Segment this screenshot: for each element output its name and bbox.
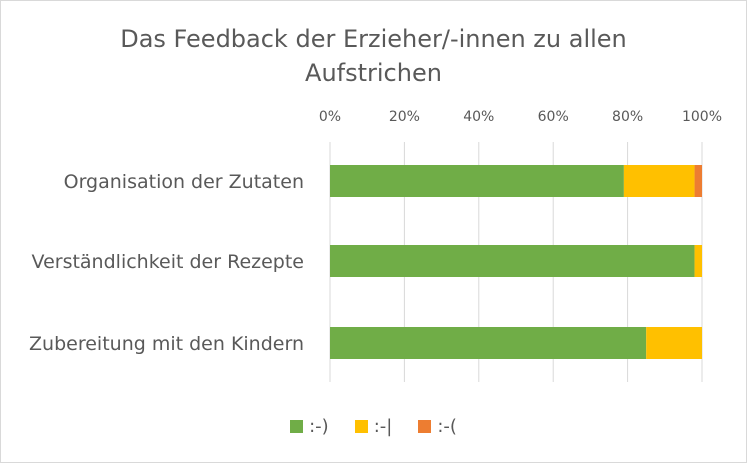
- x-tick-label: 20%: [389, 109, 420, 125]
- x-tick-label: 80%: [612, 109, 643, 125]
- x-tick-label: 40%: [463, 109, 494, 125]
- chart-title-line-1: Das Feedback der Erzieher/-innen zu alle…: [120, 25, 627, 53]
- x-tick-label: 0%: [319, 109, 341, 125]
- legend: :-) :-| :-(: [0, 416, 747, 437]
- bar-segment: [646, 327, 702, 359]
- legend-label: :-(: [437, 416, 457, 437]
- x-tick-label: 100%: [682, 109, 722, 125]
- chart-title: Das Feedback der Erzieher/-innen zu alle…: [0, 22, 747, 90]
- legend-label: :-): [309, 416, 329, 437]
- bar-segment: [694, 165, 702, 197]
- bar-segment: [330, 245, 695, 277]
- category-label: Zubereitung mit den Kindern: [29, 333, 304, 355]
- legend-label: :-|: [373, 416, 393, 437]
- chart-title-line-2: Aufstrichen: [305, 59, 442, 87]
- legend-swatch: [354, 420, 368, 433]
- category-label: Organisation der Zutaten: [64, 171, 304, 193]
- x-tick-label: 60%: [538, 109, 569, 125]
- bar-segment: [330, 327, 647, 359]
- bar-segment: [623, 165, 695, 197]
- legend-swatch: [418, 420, 432, 433]
- bar-segment: [694, 245, 702, 277]
- category-label: Verständlichkeit der Rezepte: [32, 251, 304, 273]
- bar-segment: [330, 165, 624, 197]
- legend-swatch: [290, 420, 304, 433]
- legend-item: :-): [290, 416, 329, 437]
- legend-item: :-(: [418, 416, 457, 437]
- legend-item: :-|: [354, 416, 393, 437]
